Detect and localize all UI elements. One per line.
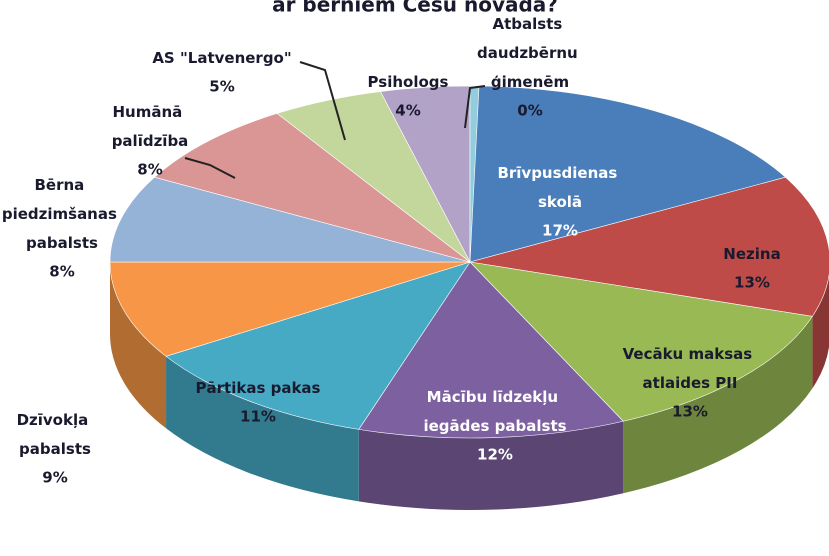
value-label: 12%	[477, 446, 513, 464]
slice-side	[623, 316, 813, 494]
slice	[469, 261, 813, 422]
slice-label: Atbalsts daudzbērnu ģimenēm	[477, 15, 583, 91]
slice-label: Mācību līdzekļu iegādes pabalsts	[423, 388, 566, 435]
slice-label: Nezina	[723, 245, 780, 263]
value-label: 9%	[42, 469, 67, 487]
slice	[165, 261, 471, 430]
slice-label: Bērna piedzimšanas pabalsts	[2, 176, 122, 252]
leader-line	[299, 61, 346, 141]
value-label: 8%	[137, 161, 162, 179]
slice-label: Pārtikas pakas	[196, 379, 321, 397]
value-label: 17%	[542, 222, 578, 240]
leader-line	[184, 157, 236, 179]
slice-side	[812, 274, 829, 389]
leader-line	[464, 85, 486, 129]
pie	[109, 85, 829, 510]
slice	[358, 261, 624, 439]
value-label: 13%	[734, 274, 770, 292]
slice-side	[358, 421, 624, 510]
slice-side	[166, 356, 359, 502]
slice-label: Psihologs	[368, 73, 449, 91]
value-label: 13%	[672, 403, 708, 421]
value-label: 5%	[209, 78, 234, 96]
value-label: 11%	[240, 408, 276, 426]
slice	[469, 85, 787, 263]
value-label: 8%	[49, 263, 74, 281]
slice-label: Humānā palīdzība	[112, 103, 189, 150]
chart-title: ar bērniem Cēsu novadā?	[272, 0, 558, 17]
slice	[469, 176, 829, 317]
slice	[153, 113, 471, 263]
slice	[109, 261, 471, 357]
slice	[109, 176, 471, 263]
labels: Brīvpusdienas skolā 17% Nezina 13% Vecāku ma…	[2, 15, 781, 487]
value-label: 0%	[517, 102, 542, 120]
value-label: 4%	[395, 102, 420, 120]
slice-label: Dzīvokļa pabalsts	[17, 411, 94, 458]
slice-label: Brīvpusdienas skolā	[497, 164, 622, 211]
slice-label: AS "Latvenergo"	[152, 49, 291, 67]
slice-side	[110, 262, 167, 429]
slice-label: Vecāku maksas atlaides PII	[623, 345, 758, 392]
